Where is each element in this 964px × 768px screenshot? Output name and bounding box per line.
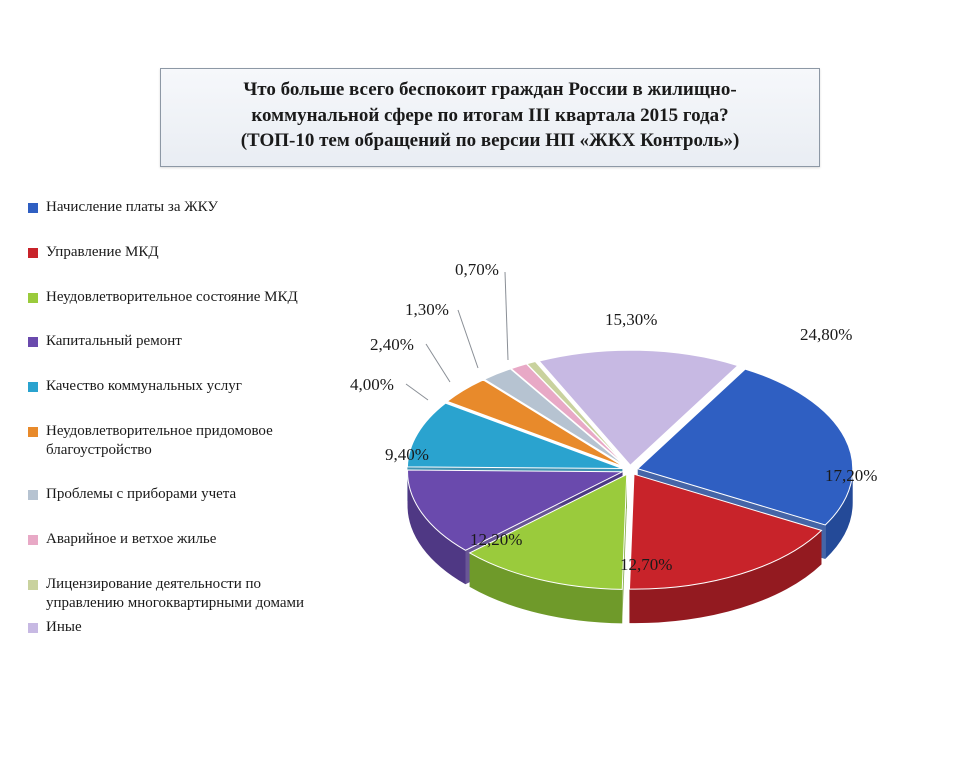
data-label: 12,70%: [620, 555, 672, 575]
legend-item: Неудовлетворительное придомовое благоуст…: [28, 422, 328, 460]
leader-line: [406, 384, 428, 400]
legend-item: Управление МКД: [28, 243, 328, 262]
legend-label: Неудовлетворительное состояние МКД: [46, 288, 328, 307]
chart-title-line-2: коммунальной сфере по итогам III квартал…: [251, 105, 728, 126]
legend-label: Капитальный ремонт: [46, 332, 328, 351]
legend-item: Начисление платы за ЖКУ: [28, 198, 328, 217]
legend: Начисление платы за ЖКУ Управление МКД Неу…: [28, 198, 328, 643]
legend-label: Неудовлетворительное придомовое благоуст…: [46, 422, 328, 460]
data-label: 15,30%: [605, 310, 657, 330]
chart-title-box: Что больше всего беспокоит граждан Росси…: [160, 68, 820, 167]
legend-swatch: [28, 248, 38, 258]
legend-swatch: [28, 535, 38, 545]
legend-swatch: [28, 203, 38, 213]
legend-label: Качество коммунальных услуг: [46, 377, 328, 396]
legend-label: Аварийное и ветхое жилье: [46, 530, 328, 549]
data-label: 12,20%: [470, 530, 522, 550]
legend-item: Лицензирование деятельности по управлени…: [28, 575, 328, 613]
legend-label: Иные: [46, 618, 328, 637]
data-label: 24,80%: [800, 325, 852, 345]
leader-line: [505, 272, 508, 360]
legend-item: Капитальный ремонт: [28, 332, 328, 351]
data-label: 4,00%: [350, 375, 394, 395]
page-root: Что больше всего беспокоит граждан Росси…: [0, 0, 964, 768]
legend-swatch: [28, 623, 38, 633]
legend-swatch: [28, 580, 38, 590]
leader-line: [458, 310, 478, 368]
legend-label: Управление МКД: [46, 243, 328, 262]
legend-swatch: [28, 490, 38, 500]
legend-item: Неудовлетворительное состояние МКД: [28, 288, 328, 307]
legend-label: Лицензирование деятельности по управлени…: [46, 575, 328, 613]
leader-line: [426, 344, 450, 382]
data-label: 0,70%: [455, 260, 499, 280]
legend-swatch: [28, 293, 38, 303]
pie-chart: 24,80% 17,20% 12,70% 12,20% 9,40% 4,00% 2,40% 1…: [330, 250, 930, 710]
legend-swatch: [28, 427, 38, 437]
data-label: 9,40%: [385, 445, 429, 465]
legend-item: Качество коммунальных услуг: [28, 377, 328, 396]
data-label: 17,20%: [825, 466, 877, 486]
legend-item: Аварийное и ветхое жилье: [28, 530, 328, 549]
legend-label: Проблемы с приборами учета: [46, 485, 328, 504]
legend-item: Иные: [28, 618, 328, 637]
chart-title-line-1: Что больше всего беспокоит граждан Росси…: [243, 79, 736, 100]
legend-swatch: [28, 382, 38, 392]
data-label: 1,30%: [405, 300, 449, 320]
data-label: 2,40%: [370, 335, 414, 355]
legend-label: Начисление платы за ЖКУ: [46, 198, 328, 217]
legend-item: Проблемы с приборами учета: [28, 485, 328, 504]
legend-swatch: [28, 337, 38, 347]
chart-title-line-3: (ТОП-10 тем обращений по версии НП «ЖКХ …: [241, 130, 740, 151]
